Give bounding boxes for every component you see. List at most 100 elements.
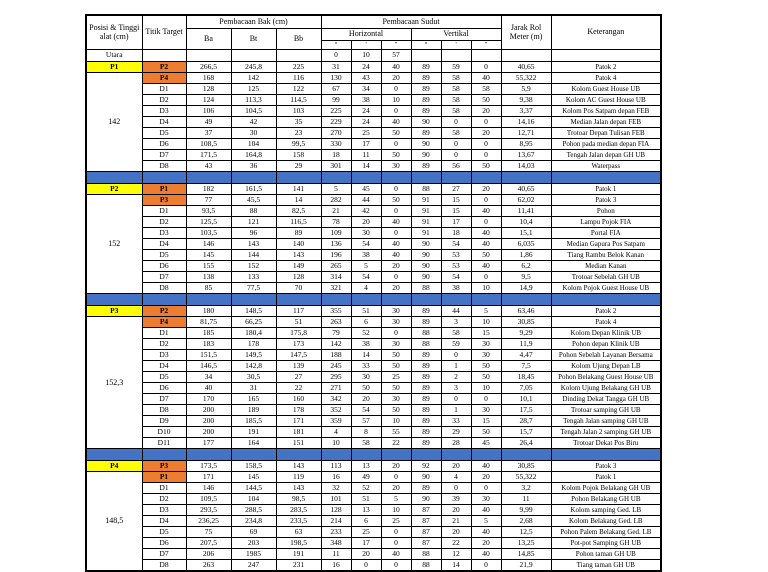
cell-target: D2 <box>141 338 187 350</box>
cell-h-min: 24 <box>350 105 382 117</box>
cell-keterangan: Patok 4 <box>550 72 662 84</box>
cell-v-min: 14 <box>440 559 472 572</box>
cell-h-sec: 30 <box>380 338 412 350</box>
cell-ba: 37 <box>185 127 232 139</box>
cell-v-sec <box>470 49 502 62</box>
cell-target: P3 <box>141 194 187 206</box>
cell-bb: 140 <box>275 238 322 250</box>
cell-keterangan: Pohon Belakang GH UB <box>550 493 662 505</box>
cell-ba: 200 <box>185 404 232 416</box>
cell-bt: 152 <box>230 260 277 272</box>
cell-v-min: 0 <box>440 482 472 494</box>
cell-v-sec: 0 <box>470 393 502 405</box>
cell-ba: 103,5 <box>185 227 232 239</box>
cell-v-deg: 87 <box>410 515 442 527</box>
cell-ba: 263 <box>185 559 232 572</box>
separator-cell <box>500 171 552 184</box>
cell-keterangan: Pot-pot Samping GH UB <box>550 537 662 549</box>
cell-v-min: 21 <box>440 515 472 527</box>
cell-h-sec: 0 <box>380 537 412 549</box>
cell-bb: 23 <box>275 127 322 139</box>
cell-bt: 96 <box>230 227 277 239</box>
cell-h-min: 13 <box>350 460 382 472</box>
separator-cell <box>350 293 382 306</box>
cell-h-min: 14 <box>350 160 382 172</box>
instrument-height-cell: 152,3 <box>85 316 143 449</box>
cell-bt: 104,5 <box>230 105 277 117</box>
cell-target: P4 <box>141 72 187 84</box>
separator-cell <box>275 171 322 184</box>
cell-v-min: 20 <box>440 504 472 516</box>
cell-ba: 43 <box>185 160 232 172</box>
cell-h-min: 51 <box>350 305 382 317</box>
cell-bt: 203 <box>230 537 277 549</box>
cell-bb: 14 <box>275 194 322 206</box>
cell-h-sec: 50 <box>380 149 412 161</box>
cell-bb: 116 <box>275 72 322 84</box>
cell-keterangan: Kolom Ujung Depan LB <box>550 360 662 372</box>
separator-cell <box>185 448 232 461</box>
header-v-degree-symbol: ° <box>410 40 442 50</box>
data-row: D4 146,5 142,8 139 245 33 50 89 1 50 7,5 Kolom Ujun… <box>86 360 662 372</box>
cell-v-sec: 5 <box>470 515 502 527</box>
cell-bt: 165 <box>230 393 277 405</box>
cell-ba: 75 <box>185 526 232 538</box>
cell-target: D4 <box>141 515 187 527</box>
cell-jarak: 3,2 <box>500 482 552 494</box>
cell-jarak: 62,02 <box>500 194 552 206</box>
cell-ba: 171,5 <box>185 149 232 161</box>
cell-h-min: 6 <box>350 515 382 527</box>
cell-h-sec: 50 <box>380 360 412 372</box>
cell-v-deg: 90 <box>410 238 442 250</box>
cell-v-deg: 89 <box>410 426 442 438</box>
cell-keterangan: Trotoar Dekat Pos Biru <box>550 437 662 449</box>
data-row: D5 145 144 143 196 38 40 90 53 50 1,86 Tiang Rambu … <box>86 249 662 261</box>
cell-ba: 146 <box>185 238 232 250</box>
cell-h-min: 57 <box>350 415 382 427</box>
cell-jarak: 11,9 <box>500 338 552 350</box>
cell-v-min: 1 <box>440 404 472 416</box>
cell-h-min: 30 <box>350 227 382 239</box>
data-row: D1 146 144,5 143 32 52 20 89 0 0 3,2 Kolom Pojok Be… <box>86 482 662 494</box>
cell-target: D7 <box>141 271 187 283</box>
cell-v-deg: 89 <box>410 393 442 405</box>
header-h-degree-symbol: ° <box>320 40 352 50</box>
cell-h-min: 52 <box>350 327 382 339</box>
cell-h-sec: 20 <box>380 282 412 294</box>
cell-bb: 128 <box>275 271 322 283</box>
cell-h-sec: 0 <box>380 526 412 538</box>
data-row: P1 P2 266,5 245,8 225 31 24 40 89 59 0 40,65 Patok 2 <box>85 61 662 73</box>
separator-cell <box>550 448 662 461</box>
cell-v-deg: 89 <box>410 83 442 95</box>
cell-h-deg: 265 <box>320 260 352 272</box>
cell-keterangan: Kolom Ujung Belakang GH UB <box>550 382 662 394</box>
cell-v-sec: 50 <box>470 426 502 438</box>
cell-jarak: 13,67 <box>500 149 552 161</box>
cell-v-deg: 90 <box>410 116 442 128</box>
cell-v-sec: 20 <box>470 471 502 483</box>
cell-v-sec: 45 <box>470 437 502 449</box>
separator-cell <box>230 448 277 461</box>
cell-h-min: 11 <box>350 149 382 161</box>
cell-v-sec: 40 <box>470 238 502 250</box>
cell-bt: 247 <box>230 559 277 572</box>
separator-cell <box>141 448 187 461</box>
cell-keterangan: Portal FIA <box>550 227 662 239</box>
data-row: D5 37 30 23 270 25 50 89 58 20 12,71 Trotoar Depan … <box>86 127 662 139</box>
cell-v-min: 33 <box>440 415 472 427</box>
cell-h-deg: 4 <box>320 426 352 438</box>
cell-v-deg: 90 <box>410 260 442 272</box>
cell-v-sec: 10 <box>470 282 502 294</box>
cell-bt: 104 <box>230 138 277 150</box>
cell-h-deg: 5 <box>320 183 352 195</box>
data-row: D7 206 1985 191 11 20 40 88 12 40 14,85 Pohon taman… <box>86 548 662 560</box>
data-row: D7 171,5 164,8 158 18 11 50 90 0 0 13,67 Tengah Jal… <box>86 149 662 161</box>
data-row: D2 183 178 173 142 38 30 88 59 30 11,9 Pohon depan … <box>86 338 662 350</box>
cell-h-sec: 20 <box>380 72 412 84</box>
cell-h-sec: 30 <box>380 393 412 405</box>
cell-h-min: 44 <box>350 194 382 206</box>
separator-row <box>85 448 662 461</box>
cell-h-deg: 109 <box>320 227 352 239</box>
cell-bb: 98,5 <box>275 493 322 505</box>
cell-v-deg: 92 <box>410 460 442 472</box>
